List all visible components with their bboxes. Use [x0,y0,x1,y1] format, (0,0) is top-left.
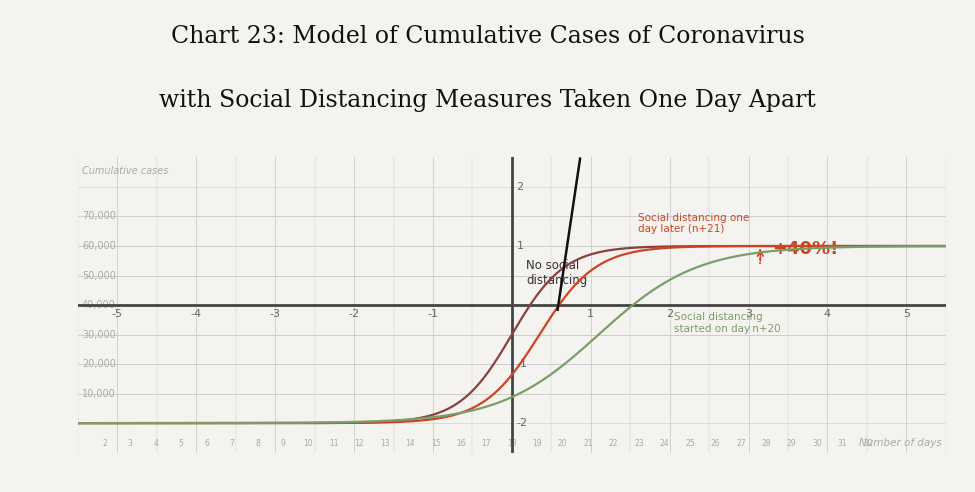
Text: -1: -1 [517,359,527,369]
Text: -5: -5 [112,308,123,319]
Text: 23: 23 [635,439,644,448]
Text: 8: 8 [255,439,259,448]
Text: 5: 5 [903,308,910,319]
Text: Social distancing
started on day n+20: Social distancing started on day n+20 [674,312,780,334]
Text: 18: 18 [507,439,517,448]
Text: 11: 11 [329,439,338,448]
Text: 2: 2 [517,182,524,192]
Text: -3: -3 [270,308,281,319]
Text: 3: 3 [128,439,133,448]
Text: 31: 31 [838,439,847,448]
Text: 20,000: 20,000 [82,359,116,369]
Text: 1: 1 [517,241,524,251]
Text: 4: 4 [824,308,831,319]
Text: Number of days: Number of days [859,438,942,448]
Text: 2: 2 [102,439,107,448]
Text: 27: 27 [736,439,746,448]
Text: 9: 9 [281,439,286,448]
Text: 26: 26 [711,439,721,448]
Text: 4: 4 [153,439,158,448]
Text: 25: 25 [685,439,695,448]
Text: +40%!: +40%! [772,240,838,258]
Text: No social
distancing: No social distancing [526,259,587,286]
Text: 2: 2 [666,308,673,319]
Text: -2: -2 [348,308,360,319]
Text: 30: 30 [812,439,822,448]
Text: 12: 12 [355,439,364,448]
Text: Chart 23: Model of Cumulative Cases of Coronavirus: Chart 23: Model of Cumulative Cases of C… [171,25,804,48]
Text: 28: 28 [761,439,771,448]
Text: -4: -4 [191,308,202,319]
Text: 10: 10 [303,439,313,448]
Text: 60,000: 60,000 [82,241,116,251]
Text: 5: 5 [178,439,183,448]
Text: 22: 22 [609,439,618,448]
Text: 13: 13 [380,439,389,448]
Text: 30,000: 30,000 [82,330,116,339]
Text: 14: 14 [406,439,415,448]
Text: Cumulative cases: Cumulative cases [82,166,169,176]
Text: 15: 15 [431,439,441,448]
Text: 32: 32 [863,439,873,448]
Text: 40,000: 40,000 [82,300,116,310]
Text: 19: 19 [532,439,542,448]
Text: 21: 21 [583,439,593,448]
Text: 50,000: 50,000 [82,271,116,280]
Text: 17: 17 [482,439,491,448]
Text: with Social Distancing Measures Taken One Day Apart: with Social Distancing Measures Taken On… [159,89,816,112]
Text: -2: -2 [517,418,527,428]
Text: 6: 6 [204,439,209,448]
Text: 10,000: 10,000 [82,389,116,399]
Text: 16: 16 [456,439,466,448]
Text: 3: 3 [745,308,752,319]
Text: 20: 20 [558,439,567,448]
Text: -1: -1 [427,308,439,319]
Text: 24: 24 [660,439,670,448]
Text: 29: 29 [787,439,797,448]
Text: 7: 7 [229,439,234,448]
Text: Social distancing one
day later (n+21): Social distancing one day later (n+21) [638,213,750,234]
Text: 1: 1 [587,308,594,319]
Text: 70,000: 70,000 [82,212,116,221]
